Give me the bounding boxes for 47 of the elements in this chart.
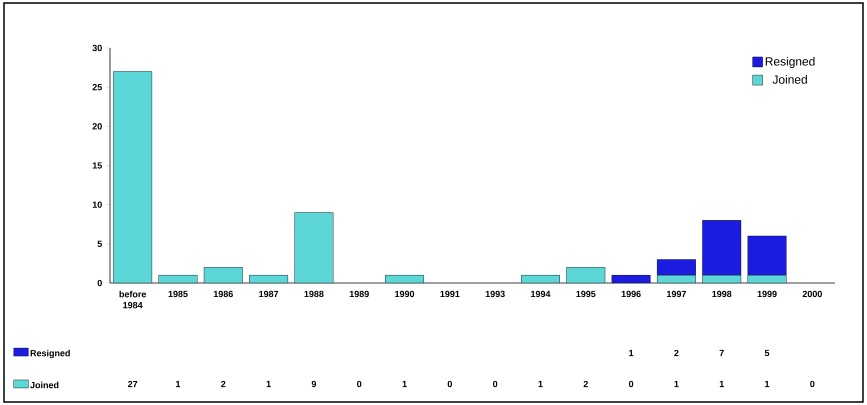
data-label: 2 (584, 380, 588, 388)
x-tick-label: 1999 (758, 290, 777, 298)
y-tick-label: 30 (92, 44, 102, 52)
x-tick-label: 1998 (712, 290, 732, 298)
x-tick-label: 1993 (486, 290, 505, 298)
x-tick-label: 1995 (576, 290, 596, 298)
x-tick-label: 1994 (531, 290, 550, 298)
data-label: 0 (493, 380, 498, 388)
x-tick-label: 1991 (440, 290, 460, 298)
data-label: 1 (538, 380, 543, 388)
x-tick-label: 1986 (214, 290, 233, 298)
data-label: 5 (764, 350, 770, 356)
data-label: 1 (402, 380, 407, 388)
data-label: 1 (765, 380, 770, 388)
text: Resigned (30, 350, 70, 358)
data-label: 1 (674, 380, 679, 388)
y-tick-label: 0 (98, 280, 102, 286)
x-tick-label: 1985 (168, 290, 188, 298)
x-tick-label: 1997 (667, 290, 686, 298)
data-label: 27 (128, 380, 138, 388)
data-label: 9 (312, 380, 316, 388)
x-tick-label: 1990 (395, 290, 414, 298)
data-label: 0 (357, 380, 362, 388)
data-label: 7 (720, 350, 724, 356)
x-tick-label: before 1984 (120, 290, 146, 308)
y-tick-label: 10 (92, 201, 102, 208)
y-tick-label: 25 (92, 84, 102, 90)
y-tick-label: 15 (92, 162, 102, 169)
x-tick-label: 1987 (259, 290, 278, 298)
data-label: 1 (176, 380, 180, 388)
data-label: 1 (266, 380, 271, 388)
data-label: 0 (628, 380, 634, 388)
y-tick-label: 5 (98, 240, 102, 247)
data-label: 1 (629, 350, 634, 356)
data-label: 2 (674, 350, 679, 356)
data-label: 1 (720, 380, 724, 388)
x-tick-label: 2000 (802, 290, 822, 298)
data-label: 0 (810, 380, 814, 388)
x-tick-label: 1996 (622, 290, 641, 298)
legend-label: Joined (772, 75, 807, 84)
x-tick-label: 1989 (350, 290, 369, 298)
y-tick-label: 20 (92, 123, 102, 130)
data-label: 0 (448, 380, 452, 388)
legend-label: Resigned (766, 56, 815, 68)
data-label: 2 (221, 380, 226, 388)
x-tick-label: 1988 (304, 290, 324, 298)
text: Joined (30, 382, 58, 388)
